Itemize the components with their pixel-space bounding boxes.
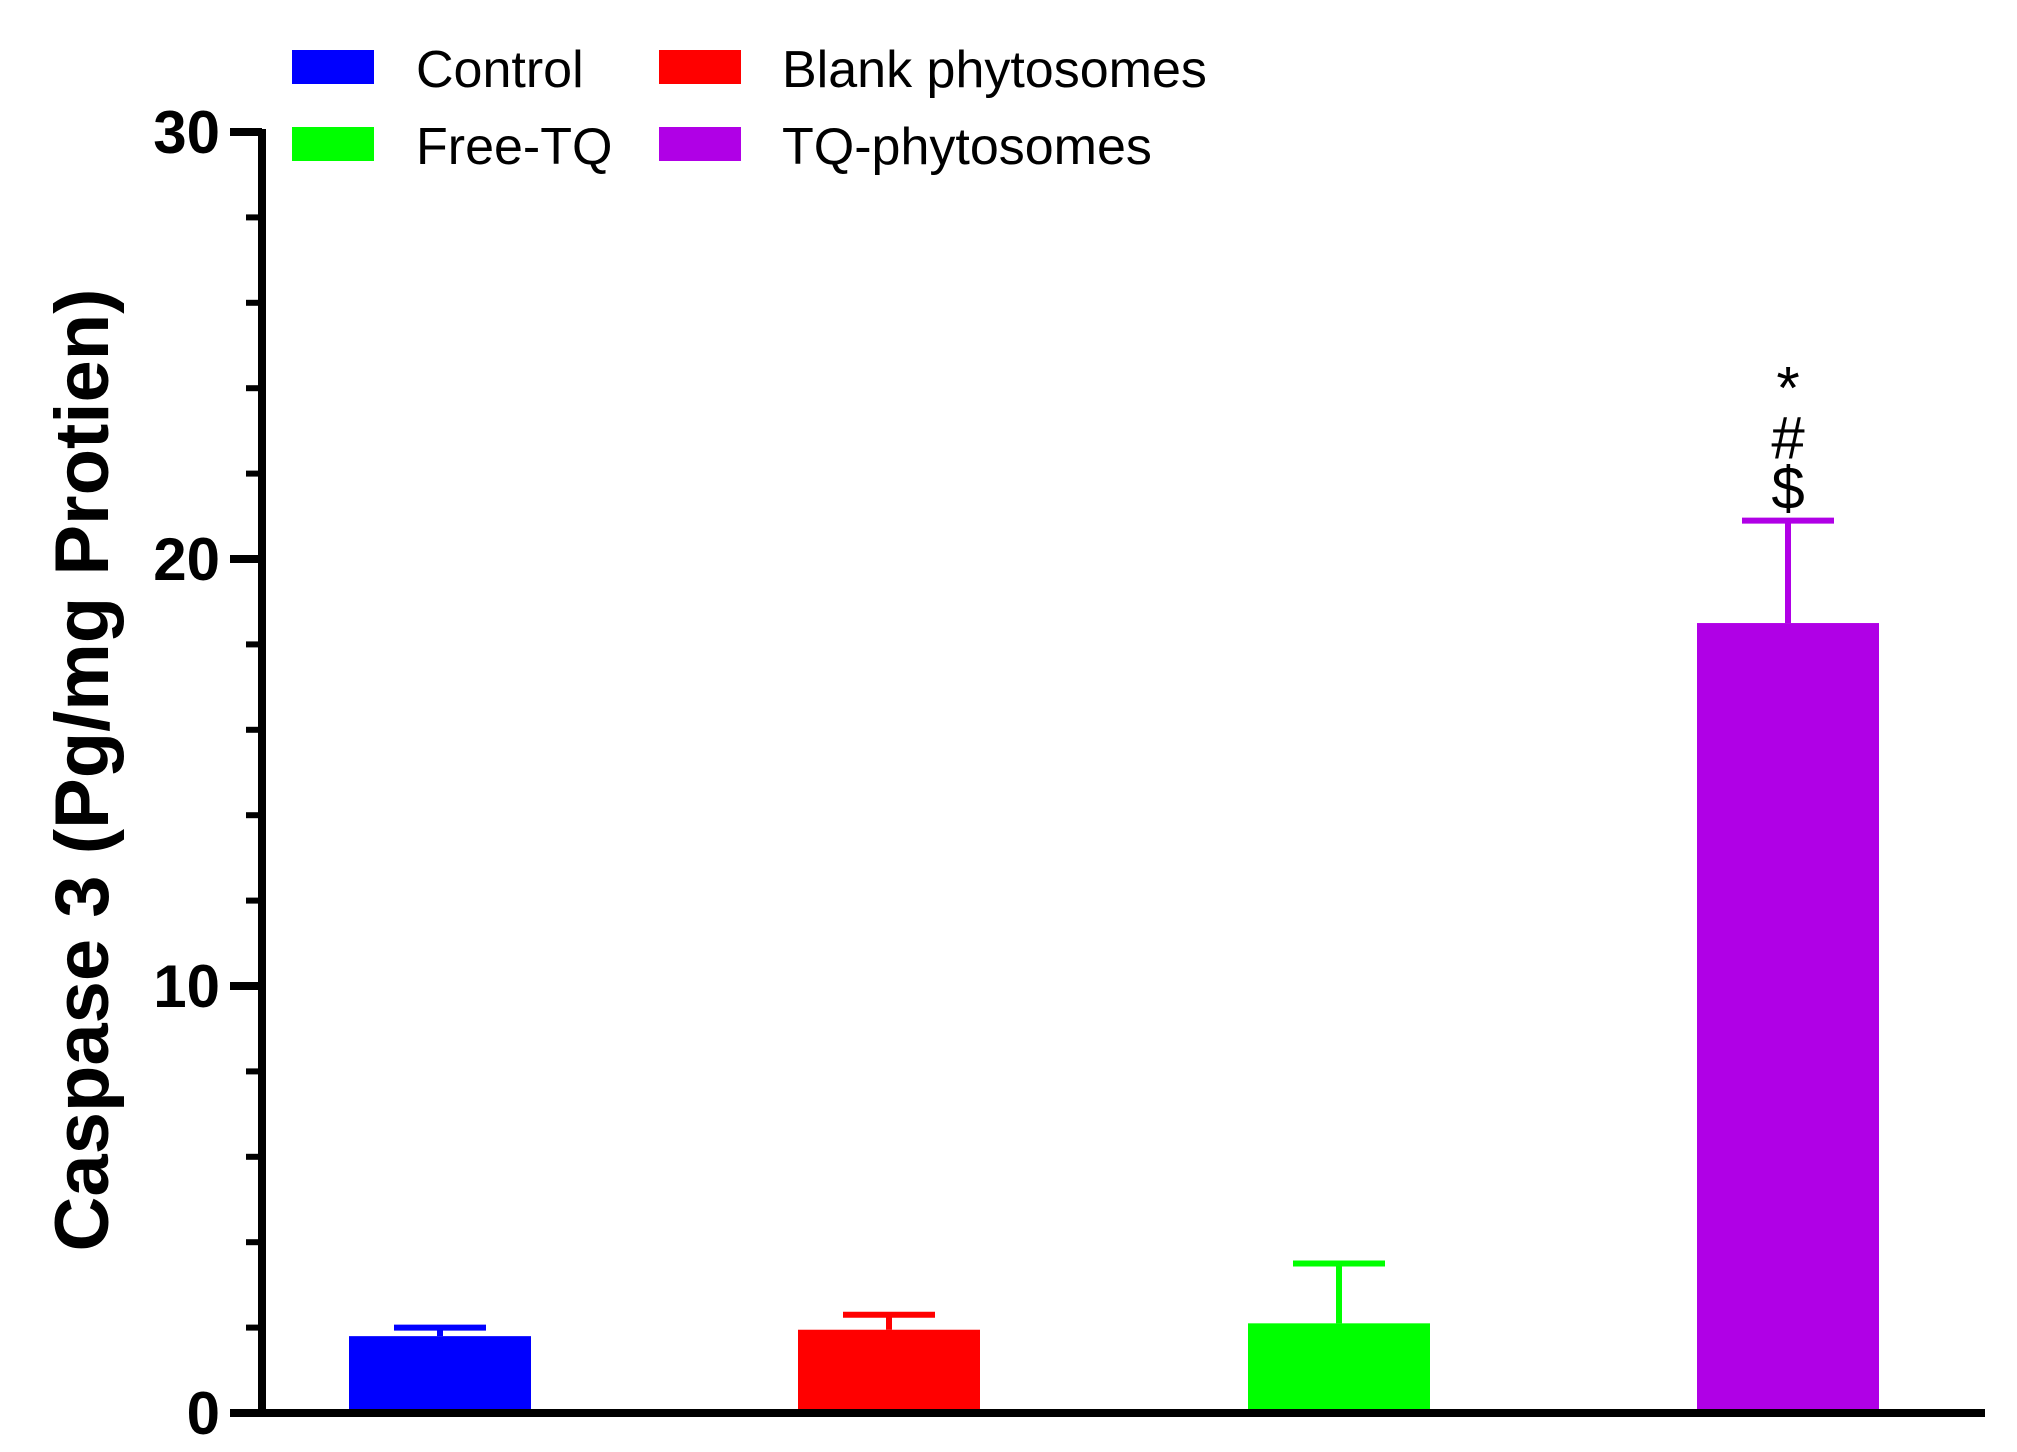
bar-free-tq (1248, 1323, 1430, 1409)
y-axis-title: Caspase 3 (Pg/mg Protien) (40, 289, 125, 1252)
significance-mark: * (1776, 355, 1799, 422)
legend-swatch (292, 50, 374, 84)
y-tick-label: 30 (153, 99, 220, 166)
legend: Control Blank phytosomes Free-TQ TQ-phytoso… (292, 41, 1207, 176)
legend-label: TQ-phytosomes (782, 118, 1152, 176)
annotations: $#* (1771, 355, 1805, 522)
legend-label: Free-TQ (416, 118, 612, 176)
legend-label: Control (416, 41, 584, 99)
bars (349, 623, 1879, 1409)
significance-mark: $ (1771, 455, 1804, 522)
error-bars (394, 517, 1834, 1337)
axes: 0 10 20 30 (153, 99, 1985, 1447)
significance-mark: # (1771, 405, 1805, 472)
bar-blank-phytosomes (798, 1329, 980, 1409)
bar-tq-phytosomes (1697, 623, 1879, 1409)
legend-swatch (292, 127, 374, 161)
y-tick-label: 0 (187, 1380, 220, 1447)
y-tick-label: 10 (153, 953, 220, 1020)
legend-swatch (659, 50, 741, 84)
legend-swatch (659, 127, 741, 161)
bar-control (349, 1336, 531, 1409)
legend-label: Blank phytosomes (782, 41, 1207, 99)
y-tick-label: 20 (153, 526, 220, 593)
